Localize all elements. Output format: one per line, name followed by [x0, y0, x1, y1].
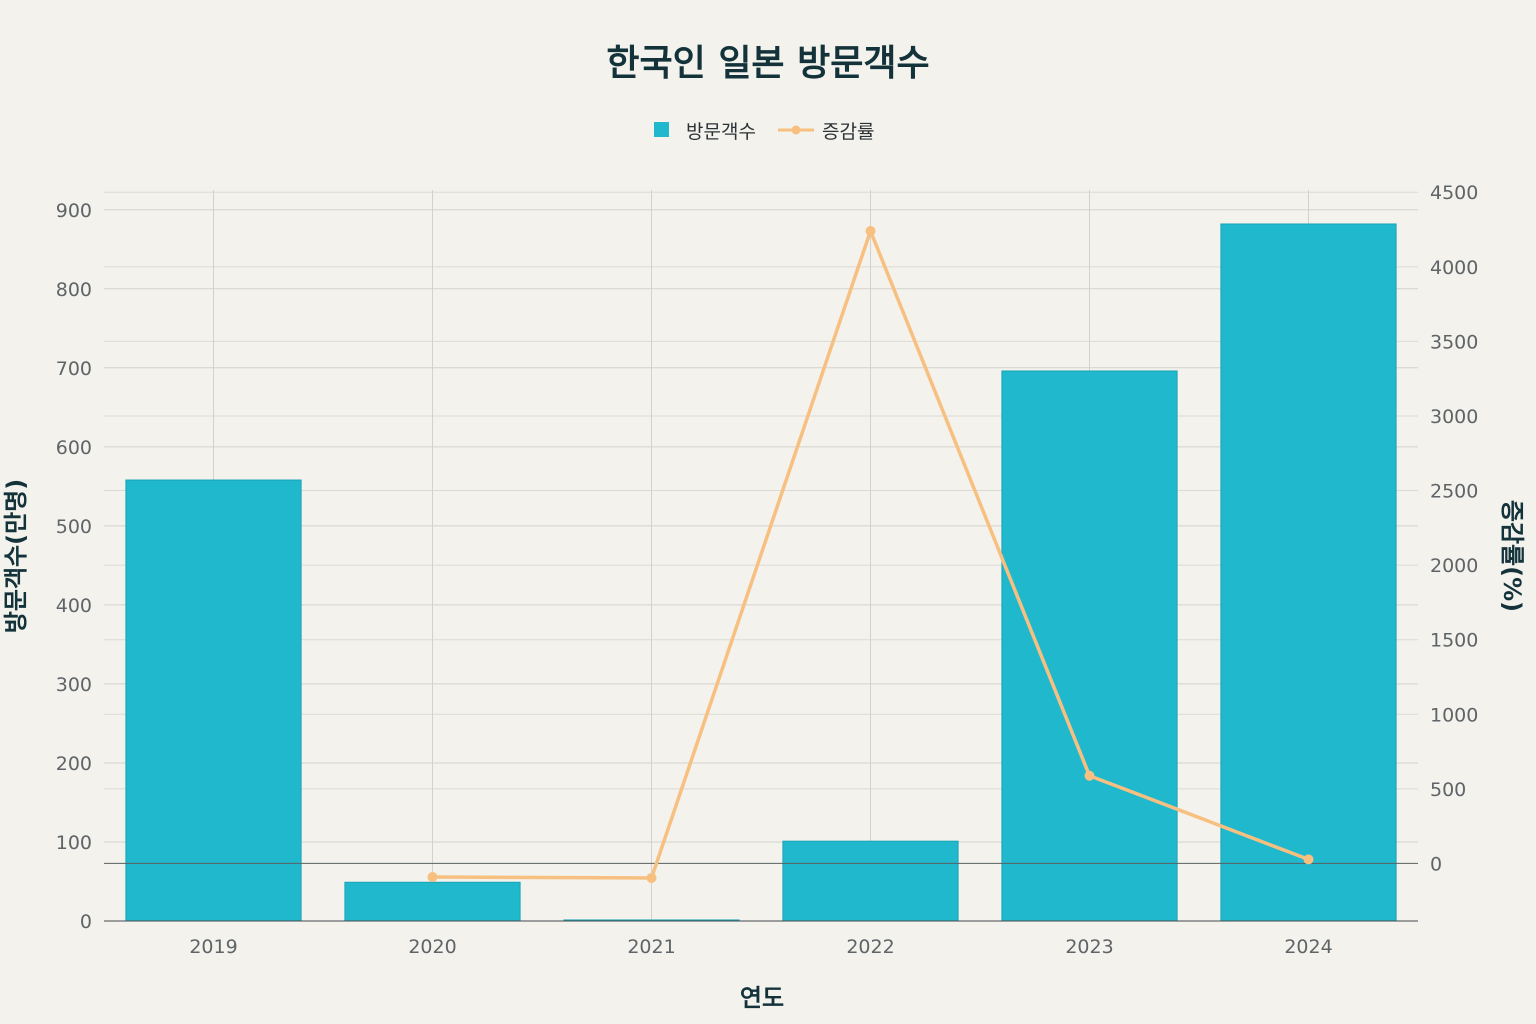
x-tick-label: 2022	[846, 936, 894, 958]
x-tick-label: 2024	[1284, 936, 1332, 958]
growth-point-2020	[427, 872, 438, 883]
y-tick-label: 600	[56, 437, 92, 459]
y2-tick-label: 4500	[1430, 182, 1478, 204]
y2-tick-label: 0	[1430, 853, 1442, 875]
y2-tick-label: 3000	[1430, 406, 1478, 428]
x-tick-label: 2023	[1065, 936, 1113, 958]
bar-2023	[1001, 370, 1178, 922]
bar-2024	[1220, 223, 1397, 922]
x-tick-label: 2020	[408, 936, 456, 958]
bar-series	[125, 223, 1397, 922]
y2-tick-label: 2000	[1430, 555, 1478, 577]
bar-2020	[344, 881, 521, 922]
y-tick-label: 100	[56, 832, 92, 854]
bar-2022	[782, 840, 959, 922]
y-axis-title: 방문객수(만명)	[2, 479, 30, 633]
y-tick-label: 300	[56, 674, 92, 696]
growth-point-2024	[1303, 854, 1314, 865]
y2-tick-label: 500	[1430, 779, 1466, 801]
legend-bar-label: 방문객수	[686, 121, 756, 143]
growth-point-2022	[865, 226, 876, 237]
y2-axis-title: 증감률(%)	[1498, 500, 1526, 612]
y-tick-label: 400	[56, 595, 92, 617]
axes	[104, 862, 1418, 922]
chart-title: 한국인 일본 방문객수	[606, 43, 929, 84]
y2-tick-label: 3500	[1430, 331, 1478, 353]
growth-point-2023	[1084, 770, 1095, 781]
y-tick-label: 800	[56, 279, 92, 301]
growth-point-2021	[646, 872, 657, 883]
y2-tick-label: 4000	[1430, 257, 1478, 279]
y-tick-label: 200	[56, 753, 92, 775]
x-tick-label: 2021	[627, 936, 675, 958]
tick-labels: 0 100 200 300 400 500 600 700 800 900 0 500 1000 1500…	[56, 182, 1479, 958]
y-tick-label: 700	[56, 358, 92, 380]
legend: 방문객수 증감률	[654, 121, 874, 143]
line-series	[427, 226, 1314, 883]
y2-tick-label: 1000	[1430, 704, 1478, 726]
legend-bar-swatch	[654, 122, 669, 137]
legend-line-label: 증감률	[822, 121, 874, 143]
x-tick-label: 2019	[189, 936, 237, 958]
legend-line-marker	[791, 125, 801, 135]
y-tick-label: 500	[56, 516, 92, 538]
y-tick-label: 900	[56, 200, 92, 222]
y2-tick-label: 2500	[1430, 481, 1478, 503]
y2-tick-label: 1500	[1430, 630, 1478, 652]
x-axis-title: 연도	[740, 984, 784, 1012]
y-tick-label: 0	[80, 911, 92, 933]
bar-2019	[125, 479, 302, 922]
